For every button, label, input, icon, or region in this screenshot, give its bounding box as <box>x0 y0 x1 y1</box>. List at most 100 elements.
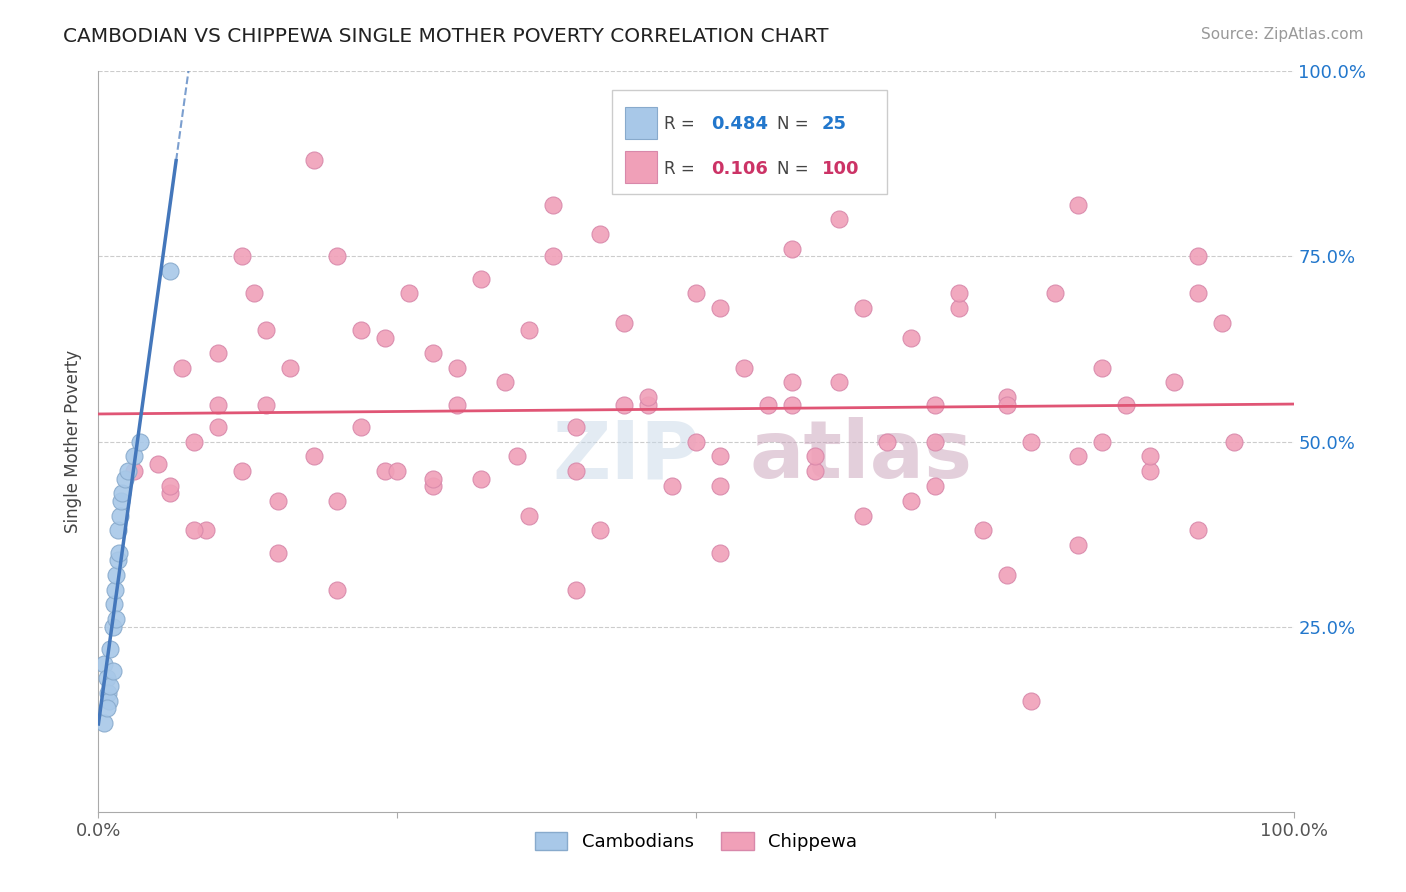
Point <box>278 360 301 375</box>
Text: Source: ZipAtlas.com: Source: ZipAtlas.com <box>1201 27 1364 42</box>
Point <box>924 398 946 412</box>
Point <box>422 479 444 493</box>
FancyBboxPatch shape <box>613 90 887 194</box>
Point <box>101 664 124 678</box>
Point <box>709 450 731 464</box>
Point <box>1091 360 1114 375</box>
Point <box>565 419 588 434</box>
Y-axis label: Single Mother Poverty: Single Mother Poverty <box>65 350 83 533</box>
Point <box>110 493 132 508</box>
Point <box>685 286 707 301</box>
Point <box>1223 434 1246 449</box>
Point <box>446 360 468 375</box>
Point <box>159 479 181 493</box>
Point <box>780 242 803 256</box>
Text: ZIP: ZIP <box>553 417 700 495</box>
Point <box>350 419 373 434</box>
Point <box>852 301 875 316</box>
Point <box>105 612 128 626</box>
Point <box>207 398 229 412</box>
Text: 0.106: 0.106 <box>711 160 769 178</box>
Point <box>108 508 131 523</box>
Point <box>207 419 229 434</box>
Point <box>470 271 492 285</box>
Point <box>183 524 205 538</box>
Point <box>326 493 349 508</box>
Point <box>995 398 1018 412</box>
Point <box>733 360 755 375</box>
Point <box>637 390 659 404</box>
Point <box>1067 197 1090 211</box>
Point <box>517 324 540 338</box>
Point <box>661 479 683 493</box>
Legend: Cambodians, Chippewa: Cambodians, Chippewa <box>527 824 865 858</box>
Point <box>1139 450 1161 464</box>
Text: R =: R = <box>664 115 700 134</box>
Point <box>1067 538 1090 552</box>
Point <box>183 434 205 449</box>
Point <box>613 316 636 330</box>
Text: atlas: atlas <box>749 417 973 495</box>
Point <box>195 524 218 538</box>
Point <box>1187 286 1209 301</box>
Point <box>326 582 349 597</box>
Point <box>172 360 194 375</box>
Point <box>1019 694 1042 708</box>
Point <box>804 464 827 478</box>
Point <box>243 286 266 301</box>
Point <box>780 398 803 412</box>
Point <box>709 546 731 560</box>
Point <box>541 197 564 211</box>
Point <box>565 464 588 478</box>
Point <box>93 657 115 671</box>
Text: 0.484: 0.484 <box>711 115 769 134</box>
Text: N =: N = <box>778 160 814 178</box>
Point <box>207 345 229 359</box>
Point <box>302 153 325 168</box>
Point <box>374 464 396 478</box>
Point <box>398 286 420 301</box>
Point <box>924 479 946 493</box>
Point <box>385 464 409 478</box>
Point <box>98 679 122 693</box>
Point <box>852 508 875 523</box>
Point <box>103 598 125 612</box>
Point <box>96 672 118 686</box>
Point <box>995 390 1018 404</box>
Point <box>350 324 373 338</box>
Point <box>107 524 129 538</box>
Text: R =: R = <box>664 160 700 178</box>
Point <box>685 434 707 449</box>
Point <box>541 250 564 264</box>
Point <box>254 324 277 338</box>
Point <box>104 582 127 597</box>
Point <box>1163 376 1185 390</box>
Point <box>613 398 636 412</box>
Point <box>828 212 851 227</box>
Point <box>1187 524 1209 538</box>
Point <box>924 434 946 449</box>
Point <box>876 434 898 449</box>
Point <box>589 227 612 242</box>
Point <box>111 486 134 500</box>
Point <box>148 457 170 471</box>
Point <box>995 567 1018 582</box>
Text: 100: 100 <box>821 160 859 178</box>
Point <box>302 450 325 464</box>
Point <box>159 486 181 500</box>
Point <box>828 376 851 390</box>
Point <box>422 471 444 485</box>
Point <box>124 464 146 478</box>
Point <box>756 398 779 412</box>
Point <box>97 686 120 700</box>
Point <box>1043 286 1066 301</box>
Point <box>267 493 290 508</box>
Point <box>124 450 146 464</box>
Point <box>96 701 118 715</box>
Point <box>446 398 468 412</box>
Point <box>517 508 540 523</box>
Point <box>1187 250 1209 264</box>
FancyBboxPatch shape <box>626 107 657 139</box>
Point <box>159 264 181 278</box>
Point <box>948 301 970 316</box>
